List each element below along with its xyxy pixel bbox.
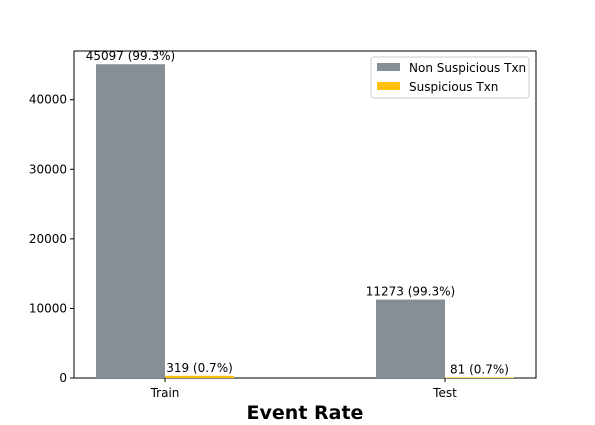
legend-swatch-non-suspicious [377,63,400,71]
data-label: 11273 (99.3%) [366,285,455,299]
data-labels: 45097 (99.3%) 11273 (99.3%) 319 (0.7%) 81 (… [86,49,509,376]
plot-frame [73,50,537,379]
legend: Non Suspicious Txn Suspicious Txn [370,56,530,99]
y-tick-label: 30000 [29,162,67,176]
y-tick-label: 0 [59,371,67,385]
bar-non-suspicious-train [96,64,165,378]
x-axis-title: Event Rate [247,402,364,424]
data-label: 45097 (99.3%) [86,49,175,63]
legend-box [370,56,530,99]
data-label: 319 (0.7%) [166,361,233,375]
data-label: 81 (0.7%) [450,362,509,376]
bar-suspicious-test [445,377,514,378]
y-tick-label: 20000 [29,232,67,246]
bars [96,64,514,378]
y-tick-label: 40000 [29,93,67,107]
bar-non-suspicious-test [376,299,445,378]
x-tick-label: Train [150,386,180,400]
x-axis: Train Test [150,378,457,400]
legend-label-non-suspicious: Non Suspicious Txn [409,61,526,75]
bar-suspicious-train [165,375,234,378]
legend-swatch-suspicious [377,82,400,90]
x-tick-label: Test [432,386,457,400]
y-axis: 0 10000 20000 30000 40000 [29,93,74,385]
legend-label-suspicious: Suspicious Txn [409,80,498,94]
y-tick-label: 10000 [29,301,67,315]
